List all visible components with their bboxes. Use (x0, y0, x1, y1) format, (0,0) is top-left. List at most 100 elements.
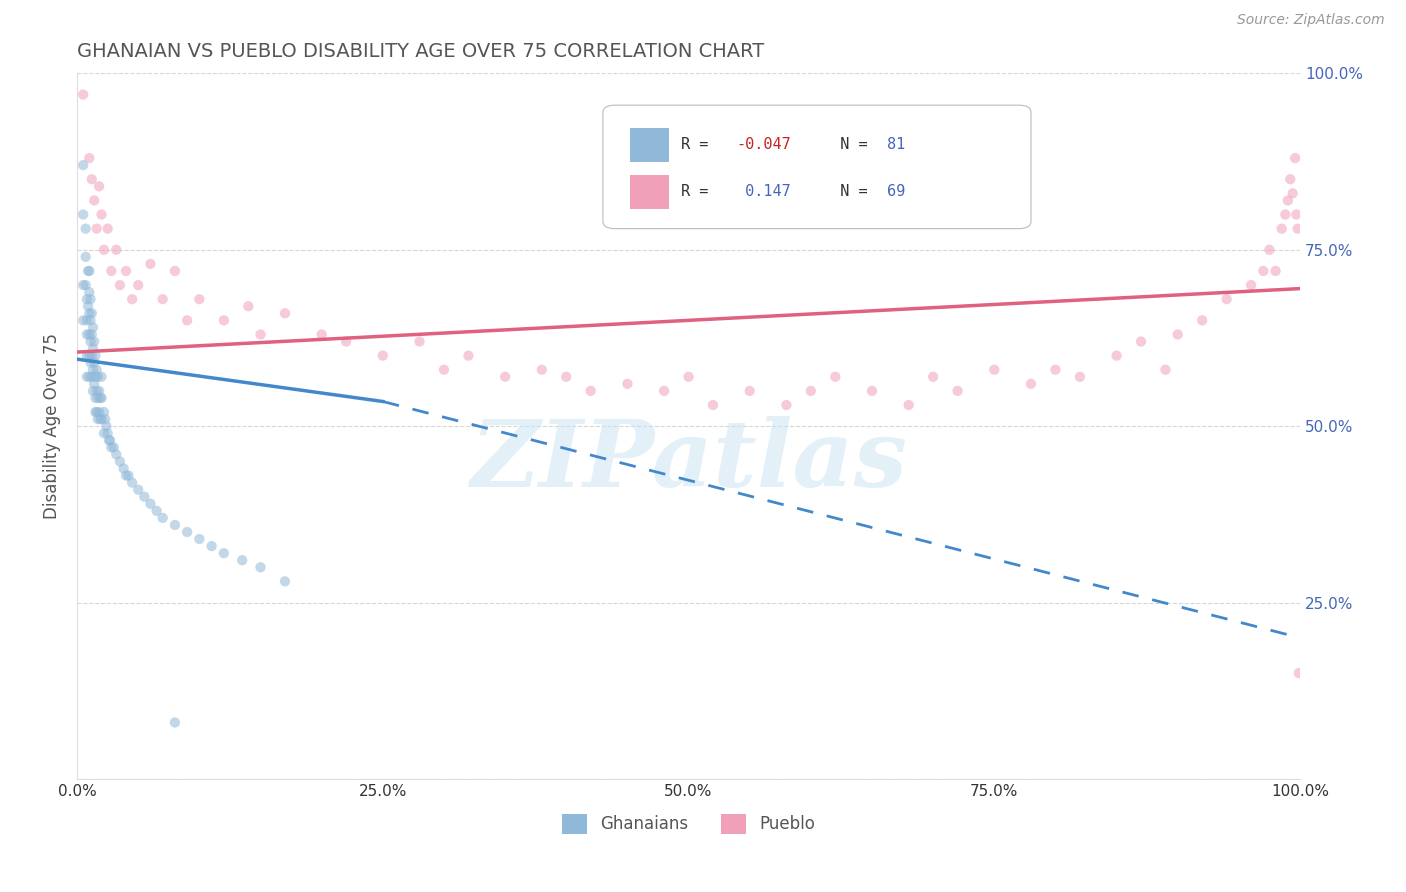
Point (83, 356, 105, 370)
Point (1105, 349, 1128, 363)
Y-axis label: Disability Age Over 75: Disability Age Over 75 (44, 334, 60, 519)
Point (75, 250, 97, 264)
Point (1281, 186, 1303, 201)
Point (1277, 194, 1299, 208)
Point (79, 151, 101, 165)
Point (274, 306, 297, 320)
Point (105, 447, 128, 461)
Point (79, 369, 101, 384)
Point (1130, 334, 1153, 349)
Text: N =: N = (823, 137, 876, 153)
Point (76, 349, 98, 363)
Point (1191, 313, 1213, 327)
Point (249, 327, 271, 342)
Point (163, 715, 186, 730)
Point (860, 384, 883, 398)
Point (121, 292, 143, 306)
Point (163, 517, 186, 532)
Text: R =: R = (682, 185, 717, 200)
Point (738, 384, 761, 398)
Point (775, 398, 797, 412)
Point (90, 412, 112, 426)
Point (433, 362, 456, 376)
Point (983, 362, 1005, 376)
Point (86, 405, 108, 419)
Point (76, 292, 98, 306)
Point (1285, 207, 1308, 221)
Point (494, 369, 516, 384)
Point (79, 306, 101, 320)
Point (1045, 362, 1067, 376)
Point (1279, 172, 1302, 186)
Point (97, 434, 120, 448)
Point (1215, 292, 1237, 306)
Point (77, 299, 100, 313)
Point (97, 426, 120, 441)
Point (87, 391, 110, 405)
Point (408, 334, 430, 349)
Point (127, 278, 149, 293)
Point (176, 313, 198, 327)
Point (1288, 666, 1310, 681)
Point (82, 384, 104, 398)
Point (79, 292, 101, 306)
Point (83, 194, 105, 208)
Point (1264, 264, 1286, 278)
Point (77, 264, 100, 278)
Point (163, 264, 186, 278)
Point (231, 553, 253, 567)
Point (80, 306, 103, 320)
Point (84, 391, 107, 405)
Point (1271, 221, 1294, 235)
Point (1258, 243, 1281, 257)
Point (702, 398, 724, 412)
Point (127, 483, 149, 497)
Point (89, 391, 111, 405)
Point (103, 440, 125, 454)
Point (108, 278, 131, 293)
Point (72, 158, 94, 172)
Point (72, 313, 94, 327)
Point (1274, 207, 1296, 221)
Point (249, 560, 271, 574)
Point (75, 278, 97, 293)
Point (1286, 221, 1309, 235)
Point (93, 405, 115, 419)
Point (371, 349, 394, 363)
FancyBboxPatch shape (630, 128, 669, 161)
Point (90, 391, 112, 405)
Text: N =: N = (823, 185, 876, 200)
Point (897, 398, 920, 412)
Point (87, 384, 110, 398)
Point (1167, 327, 1189, 342)
Point (94, 412, 117, 426)
Point (108, 454, 131, 468)
Point (555, 369, 578, 384)
Point (145, 504, 167, 518)
Point (93, 243, 115, 257)
Point (83, 376, 105, 391)
Point (93, 426, 115, 441)
Point (922, 369, 945, 384)
Point (87, 405, 110, 419)
Point (1069, 369, 1091, 384)
Point (115, 264, 138, 278)
Point (87, 369, 110, 384)
Point (83, 334, 105, 349)
Point (79, 349, 101, 363)
Point (86, 362, 108, 376)
Point (96, 419, 118, 434)
Point (105, 243, 128, 257)
Point (79, 327, 101, 342)
Point (72, 87, 94, 102)
Point (79, 264, 101, 278)
Point (152, 511, 174, 525)
Point (117, 468, 139, 483)
Point (176, 524, 198, 539)
Point (212, 313, 235, 327)
Point (188, 292, 211, 306)
Point (80, 349, 103, 363)
Point (86, 384, 108, 398)
Point (72, 207, 94, 221)
Point (79, 356, 101, 370)
